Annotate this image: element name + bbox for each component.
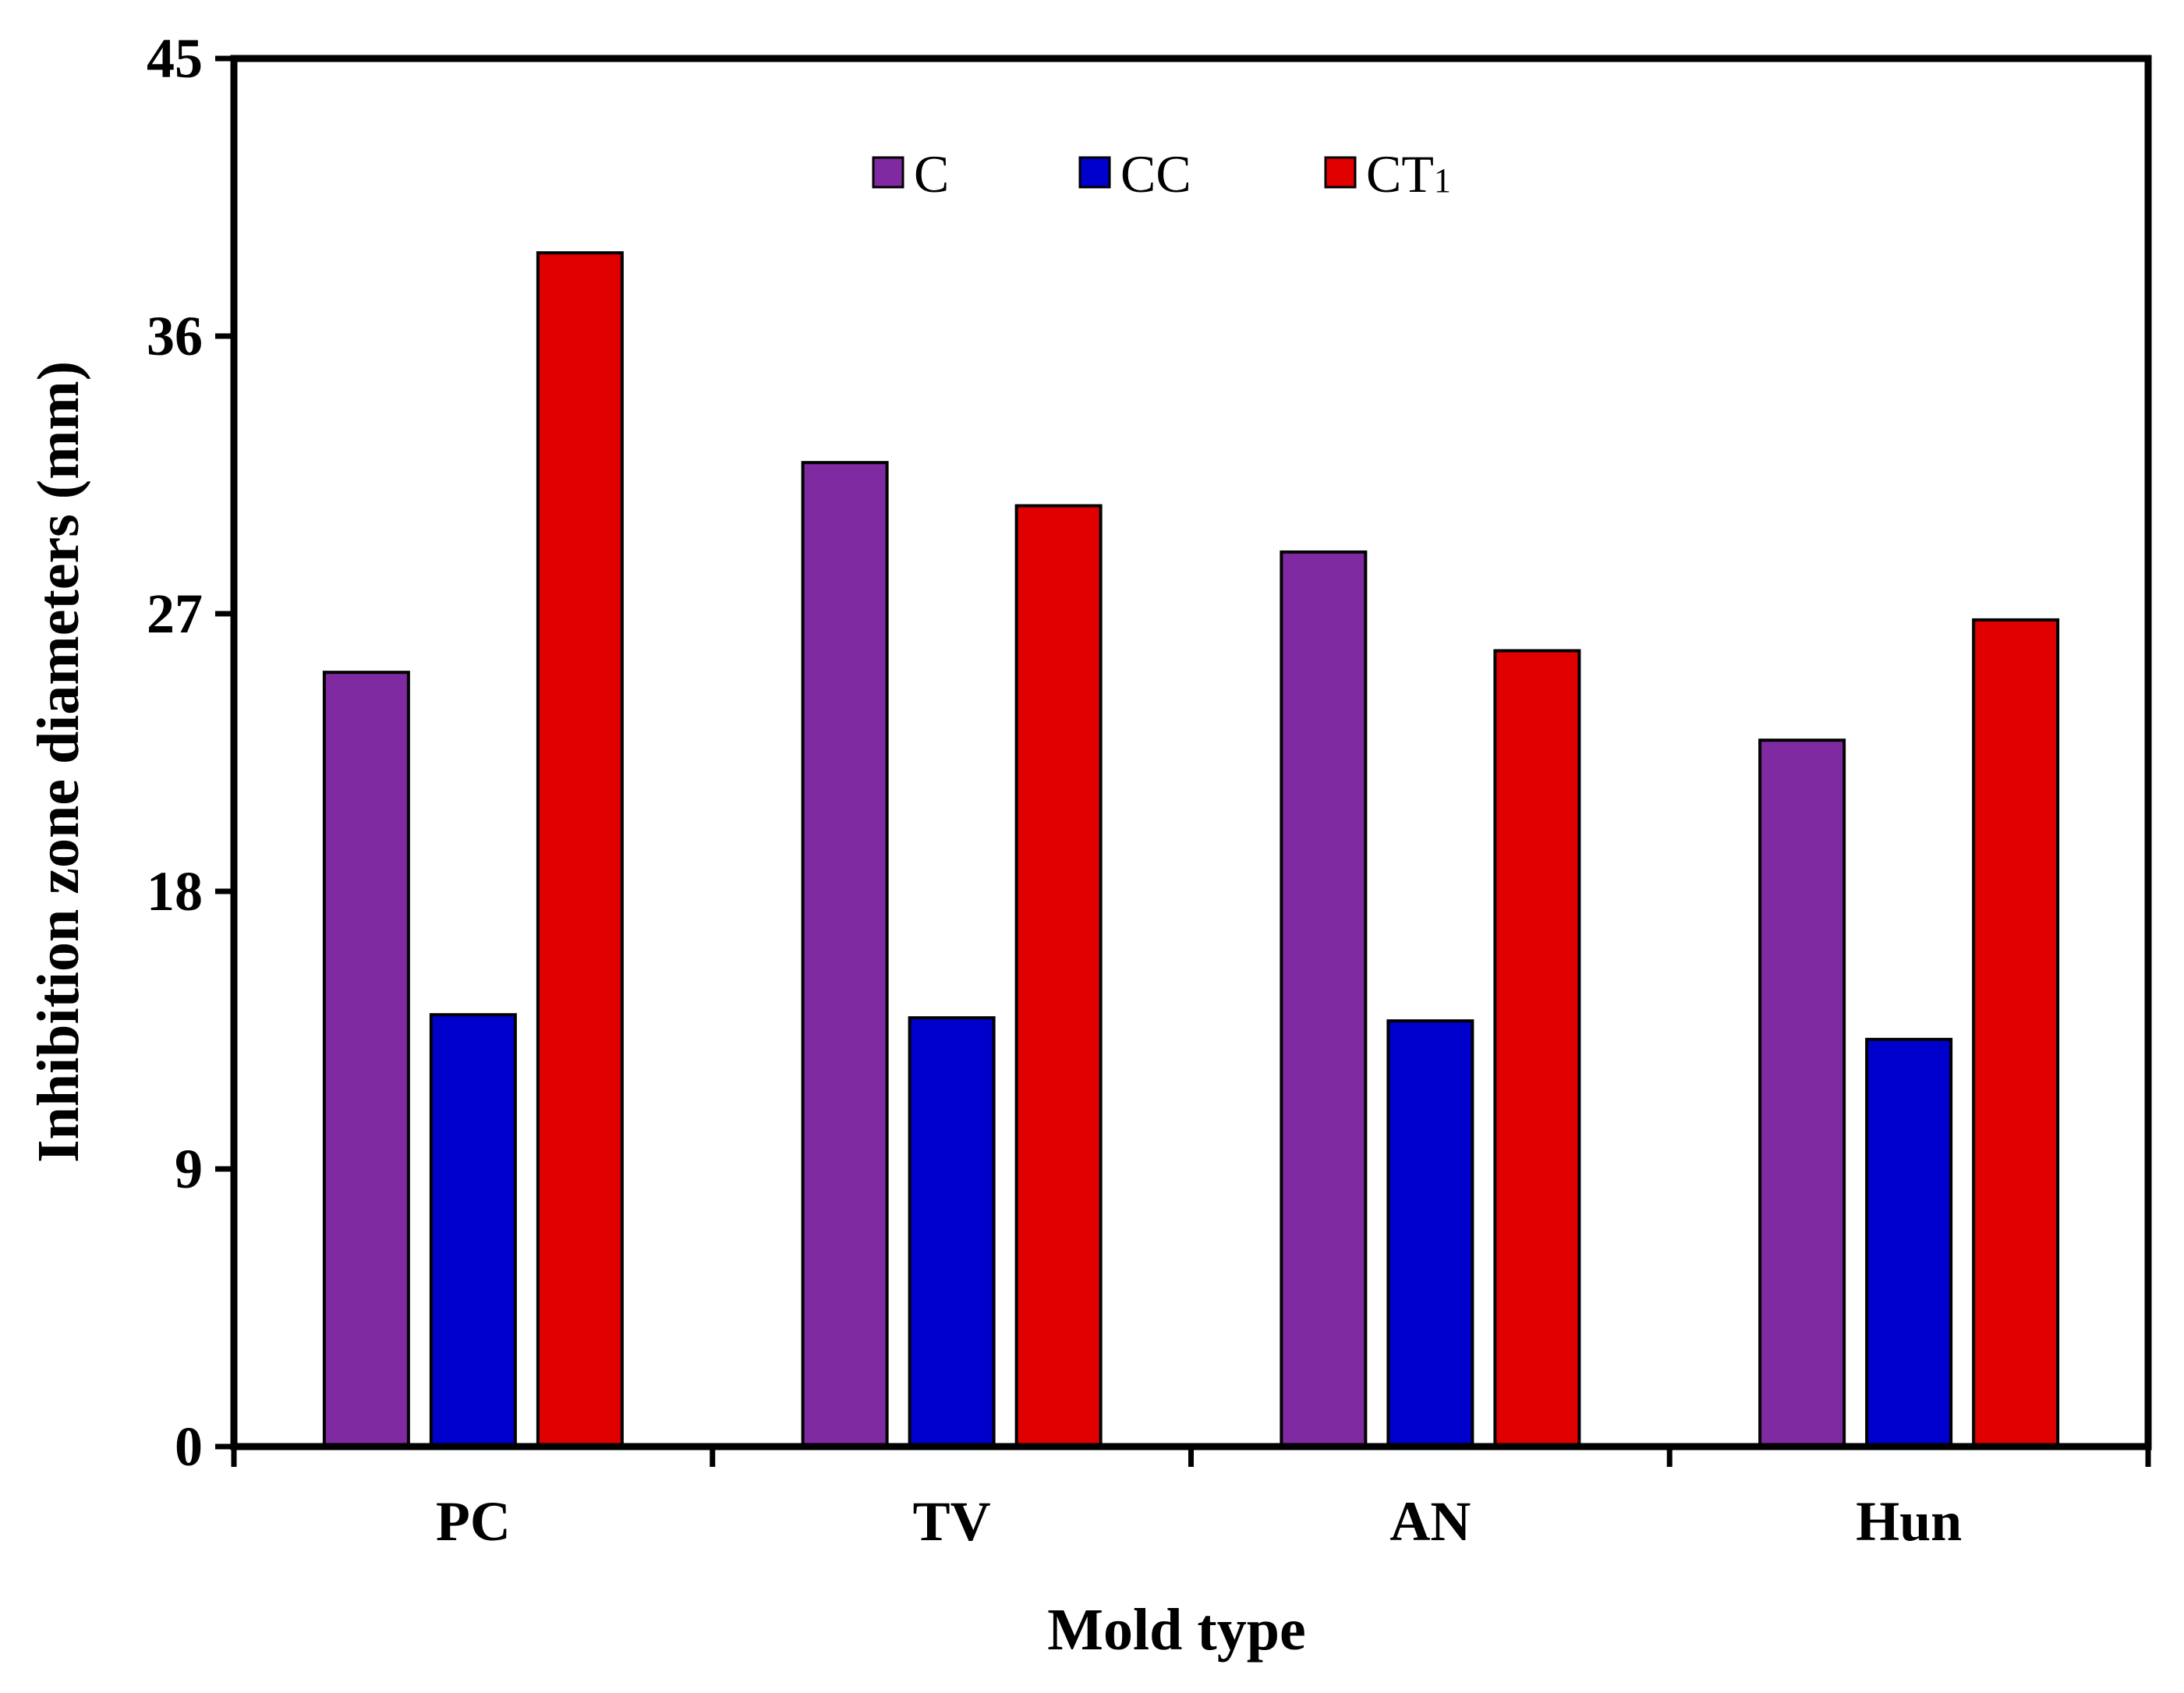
bar-c-hun xyxy=(1758,738,1846,1448)
x-tick-label: Hun xyxy=(1856,1490,1962,1553)
bar-cc-an xyxy=(1386,1019,1474,1448)
bar-ct1-tv xyxy=(1014,504,1103,1448)
legend-label-c: C xyxy=(914,144,949,204)
legend-swatch-ct1 xyxy=(1324,156,1357,189)
y-tick-label: 9 xyxy=(175,1138,203,1200)
x-tick-label: TV xyxy=(913,1490,991,1553)
bar-ct1-hun xyxy=(1972,618,2060,1448)
bar-c-tv xyxy=(801,461,889,1449)
bar-ct1-an xyxy=(1493,649,1581,1448)
y-tick-label: 45 xyxy=(147,27,203,90)
y-axis-title: Inhibition zone diameters (mm) xyxy=(26,361,91,1163)
axes-group: 0 9 18 27 36 45 PC TV AN Hun xyxy=(147,27,2152,1553)
bar-c-an xyxy=(1280,550,1368,1448)
bar-c-pc xyxy=(322,671,410,1448)
y-tick-label: 18 xyxy=(147,860,203,923)
bar-cc-hun xyxy=(1865,1037,1953,1449)
legend-label-ct1: CT1 xyxy=(1366,144,1451,204)
bar-ct1-pc xyxy=(536,251,624,1449)
bars-group xyxy=(322,251,2060,1449)
legend-swatch-cc xyxy=(1078,156,1111,189)
x-axis-title: Mold type xyxy=(1047,1597,1305,1663)
legend-swatch-c xyxy=(872,156,904,189)
bar-cc-tv xyxy=(908,1016,996,1448)
legend-label-cc: CC xyxy=(1120,144,1191,204)
bar-cc-pc xyxy=(429,1013,517,1448)
x-tick-label: AN xyxy=(1389,1490,1471,1553)
plot-frame xyxy=(230,55,2152,1450)
y-tick-label: 0 xyxy=(175,1415,203,1478)
y-tick-label: 27 xyxy=(147,583,203,645)
legend: C CC CT1 xyxy=(872,144,1451,204)
x-tick-label: PC xyxy=(436,1490,511,1553)
y-tick-label: 36 xyxy=(147,305,203,367)
